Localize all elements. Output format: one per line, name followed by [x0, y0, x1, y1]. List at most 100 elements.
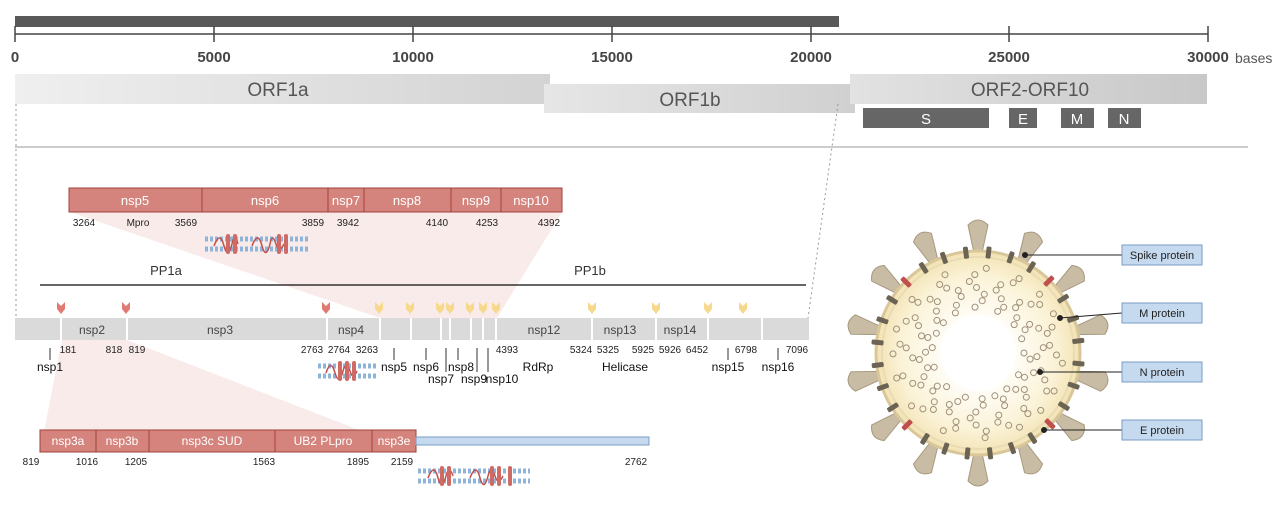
nucleocapsid-bead [939, 427, 947, 435]
gene-s-label: S [921, 111, 931, 128]
pp-pos-181: 181 [60, 345, 77, 356]
nucleocapsid-bead [999, 395, 1007, 403]
nucleocapsid-bead [997, 281, 1005, 289]
pp-pos-6798: 6798 [735, 345, 758, 356]
pp-nsp7-label: nsp7 [428, 372, 454, 386]
nucleocapsid-bead [952, 418, 960, 426]
gene-m-label: M [1071, 111, 1084, 128]
genome-tick-0: 0 [11, 49, 19, 66]
pp-helicase-label: Helicase [602, 360, 648, 374]
m-protein-icon [1027, 432, 1038, 444]
nucleocapsid-bead [1020, 349, 1028, 357]
nucleocapsid-bead [961, 393, 969, 401]
nucleocapsid-bead [978, 297, 986, 305]
nucleocapsid-bead [1005, 421, 1013, 429]
inset-bottom-pos-1563: 1563 [253, 457, 276, 468]
virion-leader-lines [1022, 252, 1123, 433]
nucleocapsid-bead [936, 281, 944, 288]
nucleocapsid-bead [1027, 300, 1035, 308]
pp-pos-6452: 6452 [686, 345, 709, 356]
nucleocapsid-bead [1010, 321, 1018, 329]
nucleocapsid-bead [893, 374, 901, 382]
nucleocapsid-bead [971, 271, 979, 279]
nucleocapsid-bead [954, 287, 962, 294]
pp-nsp5-label: nsp5 [381, 360, 407, 374]
nucleocapsid-bead [893, 325, 900, 333]
gene-n-label: N [1119, 111, 1130, 128]
nucleocapsid-bead [930, 398, 938, 406]
gene-e-label: E [1018, 111, 1028, 128]
nucleocapsid-bead [908, 296, 916, 303]
m-protein-icon [962, 246, 969, 259]
genome-tick-10000: 10000 [392, 49, 434, 66]
nsp3e-label: nsp3e [378, 434, 411, 448]
pp-pos-7096: 7096 [786, 345, 809, 356]
nucleocapsid-bead [952, 424, 960, 432]
inset-top-pos-4253: 4253 [476, 218, 499, 229]
pp-nsp14-label: nsp14 [664, 323, 697, 337]
zoom-wedge-top [70, 212, 562, 318]
pp-pos-2763: 2763 [301, 345, 324, 356]
nucleocapsid-bead [909, 354, 917, 362]
inset-bottom-pos-1205: 1205 [125, 457, 148, 468]
pp-nsp13-label: nsp13 [604, 323, 637, 337]
nucleocapsid-bead [982, 264, 990, 272]
m-protein-icon [985, 246, 992, 259]
m-protein-icon [941, 442, 950, 455]
nucleocapsid-bead [930, 363, 938, 371]
pp-pos-3263: 3263 [356, 345, 379, 356]
pp1a-label: PP1a [150, 263, 183, 278]
orf2-10-bar [850, 74, 1207, 104]
nucleocapsid-bead [915, 322, 922, 330]
nucleocapsid-bead [1015, 275, 1023, 283]
nucleocapsid-bead [982, 427, 990, 435]
orf1a-label: ORF1a [247, 80, 309, 101]
nucleocapsid-bead [1035, 324, 1043, 332]
nucleocapsid-bead [957, 293, 965, 300]
pp-nsp16-label: nsp16 [762, 360, 795, 374]
nucleocapsid-bead [954, 398, 962, 405]
nucleocapsid-bead [1018, 335, 1026, 343]
nsp5-box [68, 187, 203, 213]
nucleocapsid-bead [952, 301, 960, 309]
e-protein-icon [900, 276, 912, 288]
nucleocapsid-bead [922, 348, 929, 356]
nucleocapsid-bead [1020, 405, 1028, 412]
pp-nsp3-label: nsp3 [207, 323, 233, 337]
nsp3c-label: nsp3c SUD [182, 434, 243, 448]
genome-tick-5000: 5000 [197, 49, 230, 66]
pp-nsp15-label: nsp15 [712, 360, 745, 374]
nucleocapsid-bead [973, 284, 980, 291]
nsp3b-label: nsp3b [106, 434, 139, 448]
nsp6-box [201, 187, 329, 213]
m-protein-icon [1006, 251, 1015, 264]
inset-top-pos-4140: 4140 [426, 218, 449, 229]
nsp9-box [450, 187, 502, 213]
nucleocapsid-bead [1041, 376, 1049, 384]
nucleocapsid-bead [1003, 385, 1011, 393]
nucleocapsid-bead [1049, 310, 1057, 318]
nucleocapsid-bead [902, 344, 910, 352]
nucleocapsid-bead [971, 303, 979, 311]
nucleocapsid-bead [924, 334, 932, 341]
membrane-m-proteins [871, 246, 1085, 460]
nsp10-box [500, 187, 563, 213]
nsp8-box [363, 187, 452, 213]
pp-rdrp-label: RdRp [523, 360, 554, 374]
nucleocapsid-bead [1013, 314, 1021, 322]
nucleocapsid-bead [1012, 304, 1020, 312]
nsp9-label: nsp9 [462, 193, 490, 208]
nsp5-label: nsp5 [121, 193, 149, 208]
e-protein-icon [1044, 418, 1056, 430]
m-label-box [1121, 302, 1203, 324]
inset-top-pos-3569: 3569 [175, 218, 198, 229]
spike-icon [847, 314, 882, 336]
pp-pos-5324: 5324 [570, 345, 593, 356]
pp-nsp4-label: nsp4 [338, 323, 364, 337]
nucleocapsid-bead [1021, 373, 1028, 381]
nucleocapsid-bead [979, 401, 987, 409]
spike-icon [967, 452, 989, 487]
nucleocapsid-bead [932, 307, 940, 315]
pp-nsp12-label: nsp12 [528, 323, 561, 337]
